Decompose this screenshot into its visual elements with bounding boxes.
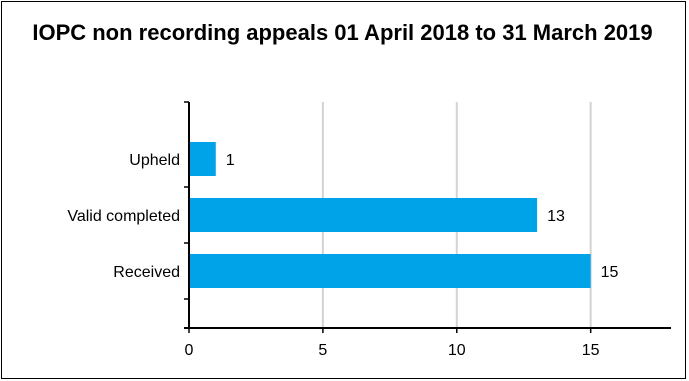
x-tick-label: 5 (318, 342, 327, 359)
data-label: 13 (547, 208, 565, 225)
category-label: Upheld (129, 152, 180, 169)
bar (189, 198, 538, 232)
x-tick-label: 15 (582, 342, 600, 359)
bar (189, 142, 216, 176)
labels: Upheld Valid completed Received 1 13 15 0 5 10 15 (67, 152, 618, 359)
axes (184, 101, 671, 333)
data-label: 15 (601, 264, 619, 281)
x-tick-label: 0 (185, 342, 194, 359)
bars (189, 142, 591, 288)
data-label: 1 (226, 152, 235, 169)
bar (189, 254, 591, 288)
chart-title: IOPC non recording appeals 01 April 2018… (32, 20, 653, 45)
category-label: Received (113, 264, 180, 281)
x-tick-label: 10 (448, 342, 466, 359)
category-label: Valid completed (67, 208, 180, 225)
